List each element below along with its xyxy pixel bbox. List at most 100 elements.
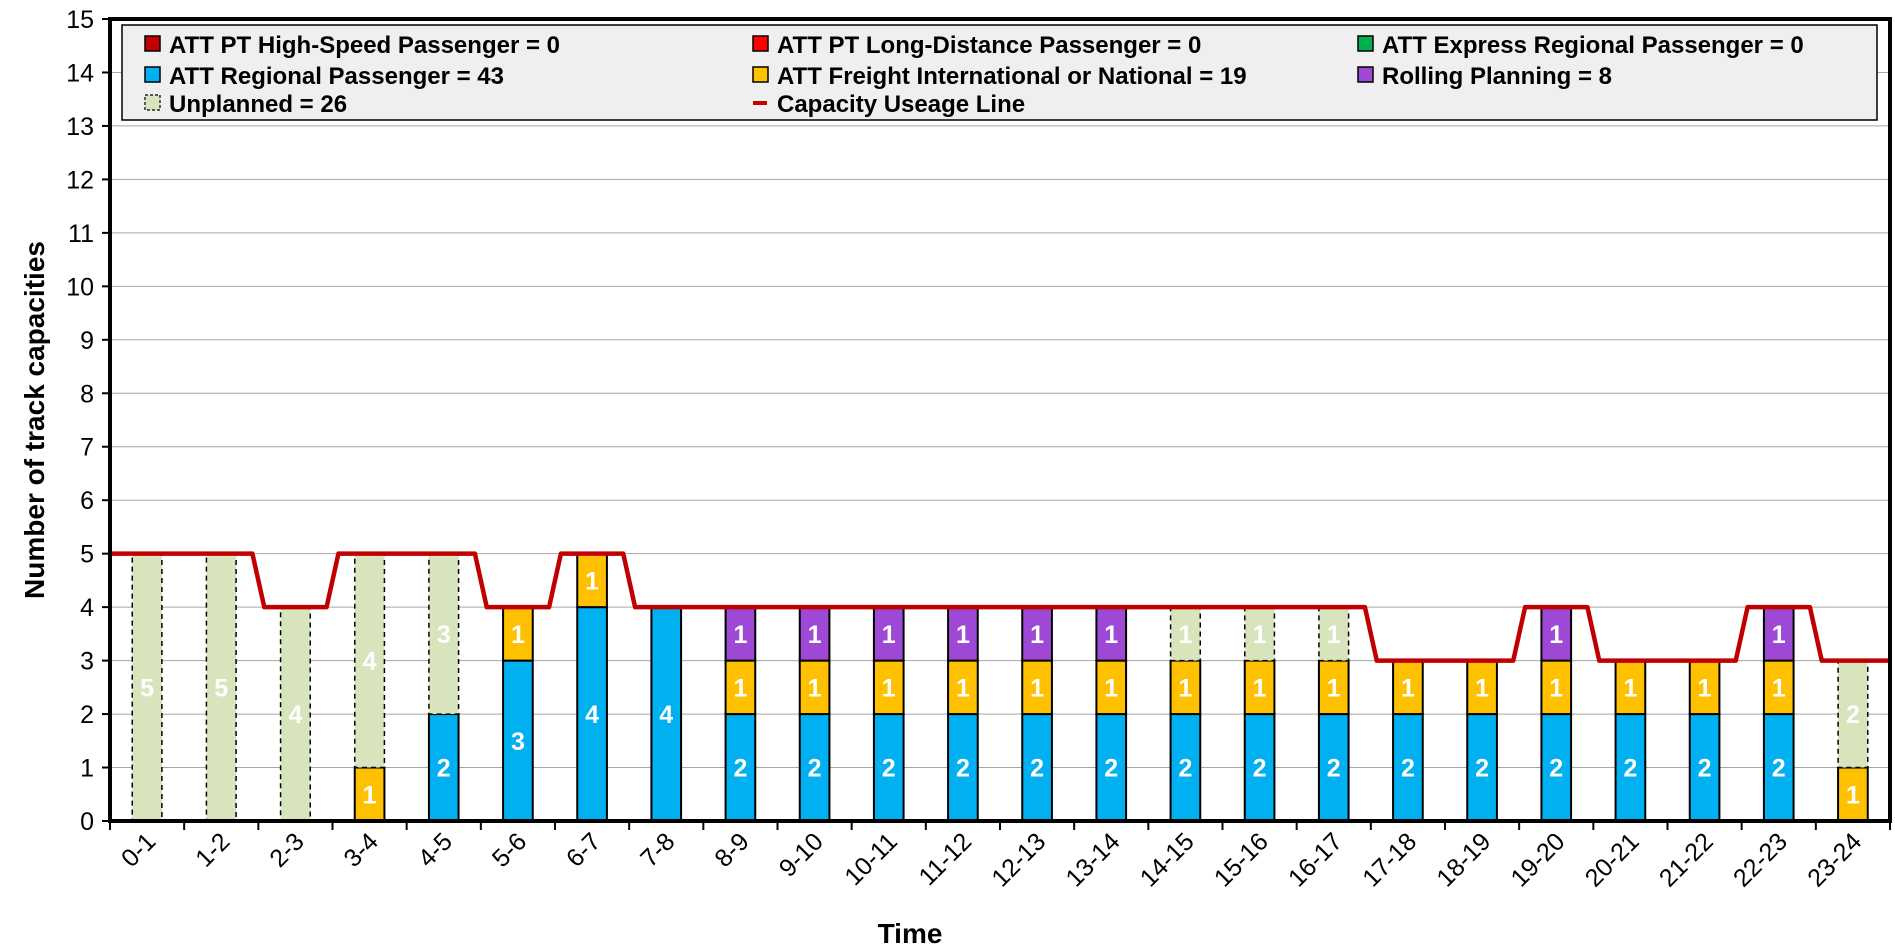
bar-segment bbox=[1466, 713, 1498, 822]
bar-segment bbox=[1169, 713, 1202, 822]
bar-segment bbox=[1688, 659, 1721, 716]
legend-box bbox=[121, 24, 1878, 121]
legend-swatch bbox=[1357, 35, 1374, 52]
bar-segment bbox=[1392, 659, 1424, 716]
bar-segment bbox=[1688, 713, 1721, 822]
bar-value-label: 2 bbox=[1698, 755, 1712, 783]
bar-value-label: 5 bbox=[140, 674, 154, 702]
bar-segment bbox=[1540, 659, 1573, 716]
bar-value-label: 5 bbox=[214, 674, 228, 702]
x-axis-ticks: 0-1 1-2 2-3 3-4 4-5 5-6 6-7 7-8 8-9 9-10 10-11 11-1… bbox=[109, 821, 1891, 892]
bar-value-label: 2 bbox=[733, 755, 747, 783]
bar-value-label: 1 bbox=[1178, 674, 1192, 702]
bar-value-label: 1 bbox=[882, 674, 896, 702]
legend-label: Unplanned = 26 bbox=[169, 91, 347, 118]
bar-value-label: 2 bbox=[1846, 701, 1860, 729]
y-tick-label: 1 bbox=[80, 755, 94, 783]
bar-value-label: 4 bbox=[659, 701, 673, 729]
bar-value-label: 1 bbox=[733, 621, 747, 649]
bar-value-label: 1 bbox=[1327, 621, 1341, 649]
bar-segment bbox=[947, 606, 979, 662]
bar-value-label: 1 bbox=[1772, 621, 1786, 649]
bar-value-label: 1 bbox=[1475, 674, 1489, 702]
bar-value-label: 1 bbox=[956, 674, 970, 702]
legend-swatch bbox=[144, 35, 161, 52]
legend-swatch bbox=[752, 35, 769, 52]
y-tick-label: 12 bbox=[66, 166, 94, 194]
bar-value-label: 2 bbox=[1549, 755, 1563, 783]
y-axis-title: Number of track capacities bbox=[19, 241, 50, 599]
x-tick-label: 9-10 bbox=[774, 827, 829, 882]
y-tick-label: 3 bbox=[80, 648, 94, 676]
x-tick-label: 8-9 bbox=[709, 827, 754, 872]
legend-swatch bbox=[1357, 66, 1374, 83]
x-tick-label: 4-5 bbox=[413, 827, 458, 872]
legend-label: ATT Regional Passenger = 43 bbox=[169, 63, 504, 90]
bar-value-label: 1 bbox=[1772, 674, 1786, 702]
legend-label: ATT PT High-Speed Passenger = 0 bbox=[169, 32, 560, 59]
bar-segment bbox=[1244, 606, 1276, 662]
bar-labels: 5 5 4 1 4 2 3 3 1 4 1 4 2 1 1 2 1 1 2 1 1 2 1 1 2 1 1 2 1 1 2 1 1 2 1 1 2 1 1 2… bbox=[140, 567, 1860, 809]
legend-swatch bbox=[752, 66, 769, 83]
bar-segment bbox=[1614, 713, 1647, 822]
x-tick-label: 3-4 bbox=[338, 827, 383, 872]
bar-value-label: 1 bbox=[1846, 781, 1860, 809]
legend: ATT PT High-Speed Passenger = 0 ATT PT Lo… bbox=[121, 24, 1878, 121]
x-tick-label: 20-21 bbox=[1580, 827, 1645, 892]
bar-value-label: 1 bbox=[1104, 621, 1118, 649]
legend-label: ATT Express Regional Passenger = 0 bbox=[1382, 32, 1804, 59]
bar-segment bbox=[576, 606, 608, 823]
bar-value-label: 2 bbox=[808, 755, 822, 783]
y-tick-label: 6 bbox=[80, 487, 94, 515]
bar-segment bbox=[502, 606, 534, 662]
x-tick-label: 0-1 bbox=[116, 827, 161, 872]
x-tick-label: 23-24 bbox=[1802, 827, 1867, 892]
bar-segment bbox=[872, 659, 905, 716]
y-tick-label: 10 bbox=[66, 273, 94, 301]
x-tick-label: 14-15 bbox=[1135, 827, 1200, 892]
bar-value-label: 1 bbox=[1327, 674, 1341, 702]
bar-value-label: 1 bbox=[1549, 674, 1563, 702]
bar-segment bbox=[279, 606, 312, 822]
bar-value-label: 2 bbox=[1772, 755, 1786, 783]
bar-segment bbox=[1021, 713, 1053, 822]
bar-value-label: 3 bbox=[437, 621, 451, 649]
bar-value-label: 1 bbox=[511, 621, 525, 649]
bar-value-label: 1 bbox=[1401, 674, 1415, 702]
x-tick-label: 2-3 bbox=[264, 827, 309, 872]
x-tick-label: 6-7 bbox=[561, 827, 606, 872]
bar-segment bbox=[427, 713, 460, 822]
bar-value-label: 1 bbox=[808, 621, 822, 649]
bar-segment bbox=[1762, 659, 1795, 716]
bar-segment bbox=[947, 659, 979, 716]
bar-segment bbox=[1318, 606, 1350, 662]
bar-segment bbox=[1243, 659, 1276, 716]
y-tick-label: 4 bbox=[80, 594, 94, 622]
y-tick-label: 14 bbox=[66, 59, 94, 87]
bar-value-label: 1 bbox=[585, 567, 599, 595]
bar-segment bbox=[798, 659, 831, 716]
legend-label: ATT PT Long-Distance Passenger = 0 bbox=[777, 32, 1201, 59]
x-tick-label: 16-17 bbox=[1283, 827, 1348, 892]
bar-value-label: 1 bbox=[1030, 674, 1044, 702]
y-tick-label: 0 bbox=[80, 808, 94, 836]
bar-value-label: 2 bbox=[1475, 755, 1489, 783]
bar-value-label: 1 bbox=[956, 621, 970, 649]
bar-segment bbox=[131, 552, 163, 822]
y-tick-label: 15 bbox=[66, 6, 94, 34]
y-tick-label: 11 bbox=[68, 220, 94, 248]
capacity-useage-line bbox=[110, 551, 1890, 663]
bar-value-label: 1 bbox=[882, 621, 896, 649]
plot-border bbox=[108, 17, 1892, 823]
x-axis-title: Time bbox=[878, 918, 943, 949]
bar-value-label: 1 bbox=[733, 674, 747, 702]
bar-value-label: 2 bbox=[1401, 755, 1415, 783]
y-tick-label: 8 bbox=[80, 380, 94, 408]
x-tick-label: 10-11 bbox=[839, 827, 903, 891]
bar-segment bbox=[1540, 606, 1573, 662]
bar-segment bbox=[1837, 659, 1869, 769]
bar-value-label: 2 bbox=[437, 755, 451, 783]
bar-segment bbox=[1466, 659, 1498, 716]
